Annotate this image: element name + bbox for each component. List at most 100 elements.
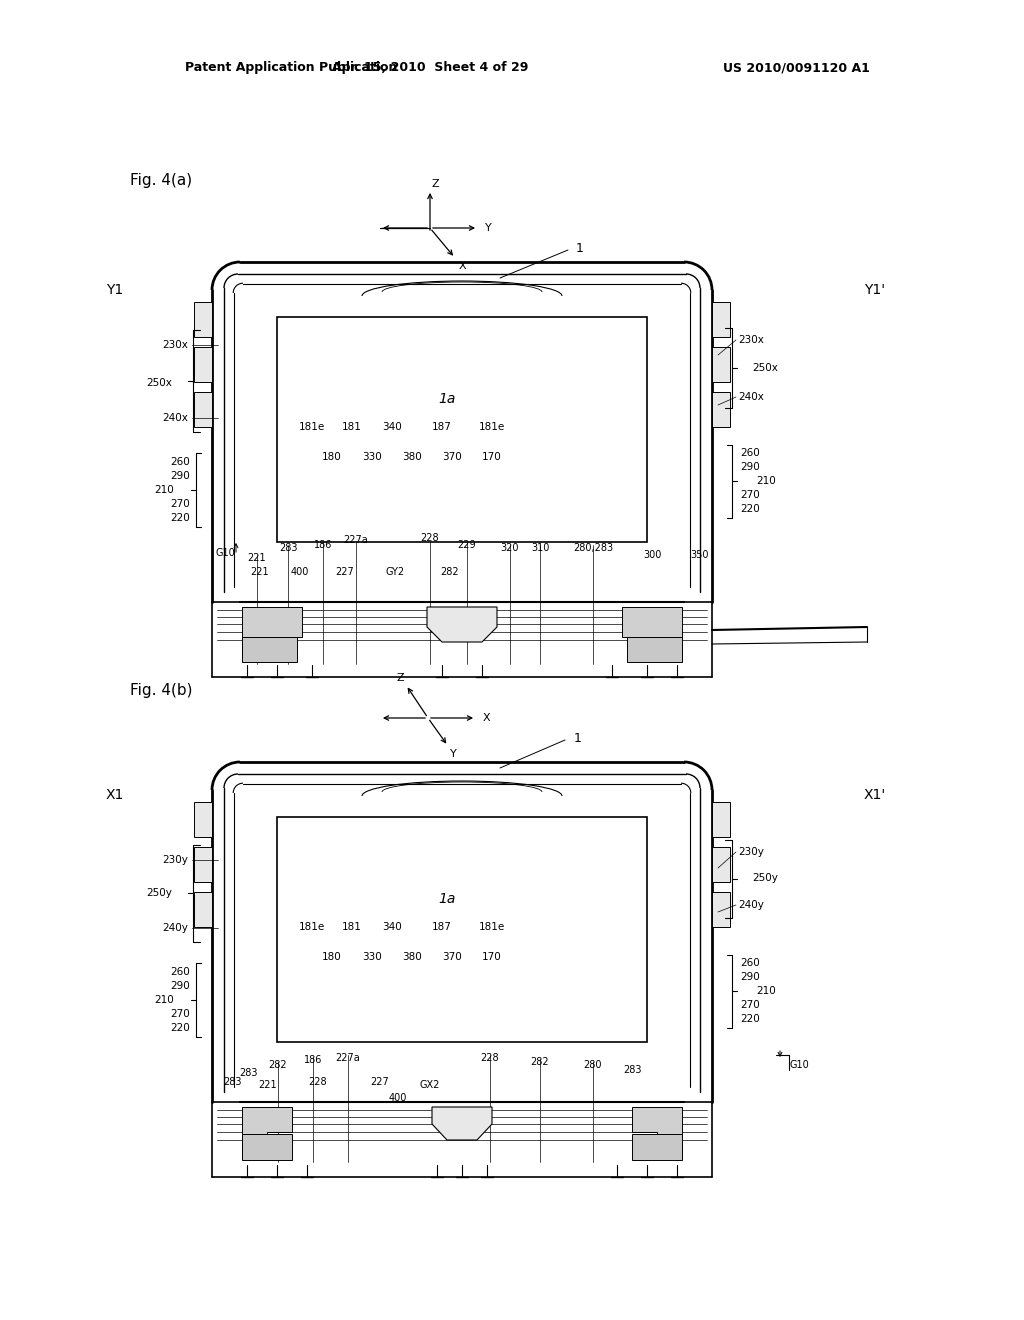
Text: Y1': Y1' — [864, 282, 886, 297]
Text: 270: 270 — [740, 1001, 760, 1010]
Text: 380: 380 — [402, 952, 422, 962]
Text: 240x: 240x — [738, 392, 764, 403]
Text: 283: 283 — [239, 1068, 257, 1078]
Text: 230x: 230x — [738, 335, 764, 345]
Text: 227a: 227a — [336, 1053, 360, 1063]
Text: 290: 290 — [170, 981, 190, 991]
Text: 1: 1 — [574, 731, 582, 744]
Text: GX2: GX2 — [420, 1080, 440, 1090]
Text: 180: 180 — [323, 952, 342, 962]
Text: 227: 227 — [371, 1077, 389, 1086]
Text: 290: 290 — [170, 471, 190, 480]
Text: 221: 221 — [251, 568, 269, 577]
Text: 400: 400 — [389, 1093, 408, 1104]
Text: 228: 228 — [480, 1053, 500, 1063]
Text: 270: 270 — [170, 1008, 190, 1019]
Text: 227: 227 — [336, 568, 354, 577]
Bar — [712, 847, 730, 882]
Text: X1': X1' — [864, 788, 886, 803]
Text: G10: G10 — [215, 548, 234, 558]
Text: 221: 221 — [259, 1080, 278, 1090]
Text: 230y: 230y — [738, 847, 764, 857]
Text: 228: 228 — [421, 533, 439, 543]
Bar — [712, 392, 730, 426]
Text: 400: 400 — [291, 568, 309, 577]
Text: 187: 187 — [432, 921, 452, 932]
Bar — [194, 803, 212, 837]
Text: 250x: 250x — [752, 363, 778, 374]
Text: Z: Z — [396, 673, 403, 682]
Text: 210: 210 — [756, 986, 776, 997]
Text: 210: 210 — [155, 484, 174, 495]
Text: 320: 320 — [501, 543, 519, 553]
Text: 240y: 240y — [738, 900, 764, 909]
Text: 250x: 250x — [146, 378, 172, 388]
Text: 181: 181 — [342, 422, 361, 432]
Text: 340: 340 — [382, 921, 401, 932]
Text: Y: Y — [484, 223, 492, 234]
Text: 380: 380 — [402, 451, 422, 462]
Text: 229: 229 — [458, 540, 476, 550]
Text: 230y: 230y — [162, 855, 188, 865]
Text: 283: 283 — [279, 543, 297, 553]
Polygon shape — [627, 638, 682, 663]
Bar — [712, 347, 730, 381]
Bar — [194, 392, 212, 426]
Bar — [712, 803, 730, 837]
Bar — [194, 347, 212, 381]
Text: 283: 283 — [224, 1077, 243, 1086]
Bar — [194, 892, 212, 927]
Text: 280,283: 280,283 — [573, 543, 613, 553]
Text: 210: 210 — [756, 477, 776, 486]
Text: US 2010/0091120 A1: US 2010/0091120 A1 — [723, 62, 870, 74]
Text: 220: 220 — [740, 504, 760, 513]
Text: 1a: 1a — [438, 392, 456, 407]
Text: GY2: GY2 — [385, 568, 404, 577]
Text: 181: 181 — [342, 921, 361, 932]
Text: 170: 170 — [482, 451, 502, 462]
Text: 260: 260 — [170, 457, 190, 467]
Polygon shape — [622, 607, 682, 657]
Text: X: X — [482, 713, 489, 723]
Text: 186: 186 — [304, 1055, 323, 1065]
Text: 260: 260 — [170, 968, 190, 977]
Text: 181e: 181e — [299, 921, 326, 932]
Bar — [194, 847, 212, 882]
Polygon shape — [242, 1107, 292, 1158]
Polygon shape — [242, 607, 302, 657]
Text: 340: 340 — [382, 422, 401, 432]
Text: 181e: 181e — [479, 921, 505, 932]
Bar — [712, 302, 730, 337]
Text: Patent Application Publication: Patent Application Publication — [185, 62, 397, 74]
Text: 220: 220 — [170, 1023, 190, 1034]
Text: 282: 282 — [440, 568, 460, 577]
Text: G10: G10 — [790, 1060, 810, 1071]
Text: 180: 180 — [323, 451, 342, 462]
Text: 181e: 181e — [299, 422, 326, 432]
Text: 186: 186 — [313, 540, 332, 550]
Text: 240y: 240y — [162, 923, 188, 933]
Polygon shape — [632, 1134, 682, 1160]
Bar — [712, 892, 730, 927]
Text: 250y: 250y — [752, 873, 778, 883]
Text: 282: 282 — [268, 1060, 288, 1071]
Text: 282: 282 — [530, 1057, 549, 1067]
Text: 181e: 181e — [479, 422, 505, 432]
Text: Y: Y — [450, 748, 457, 759]
Text: 290: 290 — [740, 972, 760, 982]
Text: 370: 370 — [442, 952, 462, 962]
Text: 240x: 240x — [162, 413, 188, 422]
Text: 187: 187 — [432, 422, 452, 432]
Text: 227a: 227a — [344, 535, 369, 545]
Text: 228: 228 — [308, 1077, 328, 1086]
Text: 280: 280 — [584, 1060, 602, 1071]
Text: 220: 220 — [740, 1014, 760, 1024]
Text: 270: 270 — [740, 490, 760, 500]
Text: 310: 310 — [530, 543, 549, 553]
Text: 1: 1 — [577, 242, 584, 255]
Polygon shape — [427, 607, 497, 642]
Polygon shape — [432, 1107, 492, 1140]
Text: 290: 290 — [740, 462, 760, 473]
Text: 270: 270 — [170, 499, 190, 510]
Text: 230x: 230x — [162, 341, 188, 350]
